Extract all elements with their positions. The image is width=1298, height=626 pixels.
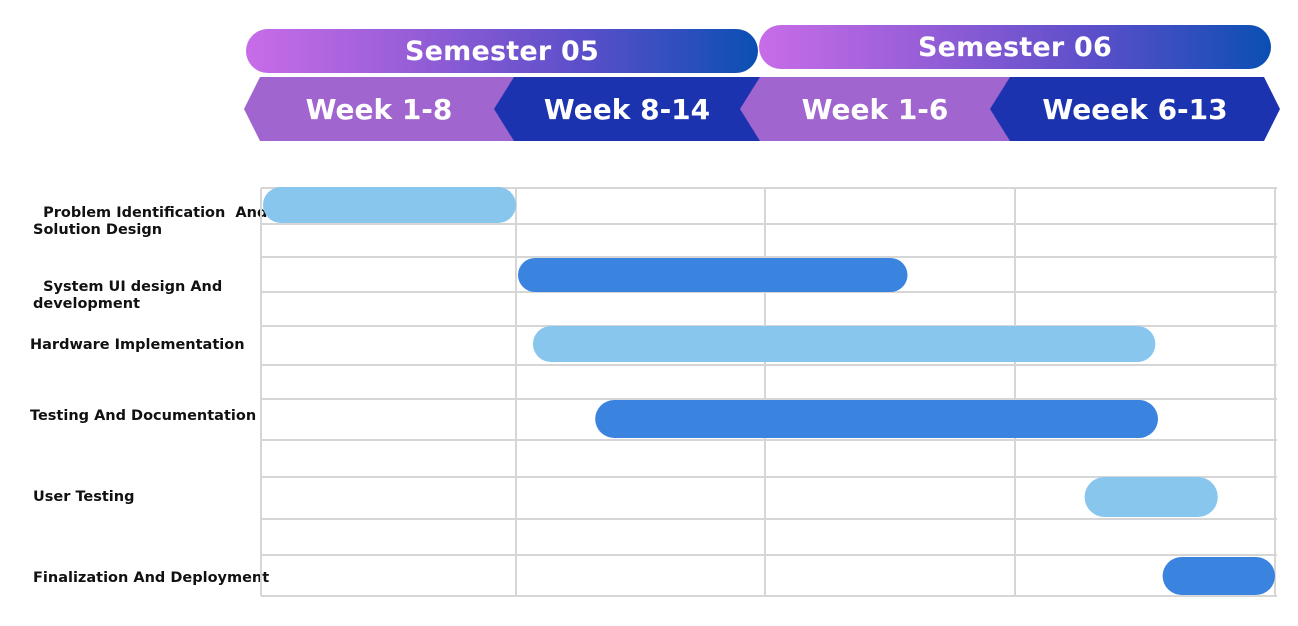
period-4-header: Weeek 6-13 [990, 77, 1280, 141]
period-2-label: Week 8-14 [543, 92, 711, 126]
period-4-label: Weeek 6-13 [1042, 92, 1228, 126]
period-1-label: Week 1-8 [305, 92, 453, 126]
period-3-header: Week 1-6 [740, 77, 1010, 141]
task-bar-5 [1084, 477, 1218, 517]
task-label-2: System UI design And development [33, 279, 223, 312]
semester-05-label: Semester 05 [405, 35, 599, 67]
semester-06-label: Semester 06 [918, 31, 1112, 63]
task-bar-3 [532, 326, 1156, 362]
task-label-4: Testing And Documentation [30, 408, 257, 424]
period-2-header: Week 8-14 [494, 77, 760, 141]
task-label-6: Finalization And Deployment [33, 570, 270, 586]
task-bar-1 [263, 187, 516, 223]
task-bar-2 [518, 258, 908, 292]
period-3-label: Week 1-6 [801, 92, 949, 126]
task-bar-4 [595, 400, 1158, 438]
semester-05-header: Semester 05 [246, 29, 758, 73]
task-label-5: User Testing [33, 489, 135, 505]
period-1-header: Week 1-8 [244, 77, 514, 141]
semester-06-header: Semester 06 [759, 25, 1271, 69]
task-label-1: Problem Identification And Solution Desi… [33, 205, 268, 238]
task-bar-6 [1162, 557, 1275, 595]
task-label-3: Hardware Implementation [30, 337, 245, 353]
